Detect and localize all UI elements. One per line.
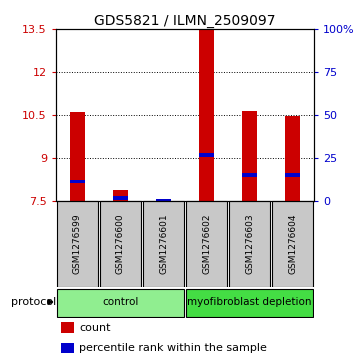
Bar: [242, 173, 257, 176]
Bar: [143, 201, 184, 287]
Text: myofibroblast depletion: myofibroblast depletion: [187, 297, 312, 307]
Bar: [70, 112, 85, 201]
Bar: [113, 190, 128, 201]
Text: GSM1276600: GSM1276600: [116, 214, 125, 274]
Bar: [199, 29, 214, 201]
Bar: [285, 173, 300, 176]
Text: protocol: protocol: [11, 297, 56, 307]
Text: GSM1276604: GSM1276604: [288, 214, 297, 274]
Text: count: count: [79, 323, 111, 333]
Text: GSM1276602: GSM1276602: [202, 214, 211, 274]
Bar: [57, 201, 98, 287]
Bar: [156, 200, 171, 201]
Bar: [156, 199, 171, 203]
Bar: [199, 153, 214, 157]
Title: GDS5821 / ILMN_2509097: GDS5821 / ILMN_2509097: [94, 14, 276, 28]
Text: GSM1276601: GSM1276601: [159, 214, 168, 274]
Bar: [57, 289, 184, 317]
Text: control: control: [102, 297, 139, 307]
Bar: [186, 289, 313, 317]
Bar: [113, 196, 128, 200]
Bar: [61, 322, 74, 333]
Bar: [61, 343, 74, 353]
Bar: [186, 201, 227, 287]
Text: GSM1276603: GSM1276603: [245, 214, 254, 274]
Bar: [272, 201, 313, 287]
Bar: [100, 201, 141, 287]
Bar: [229, 201, 270, 287]
Bar: [70, 180, 85, 183]
Text: GSM1276599: GSM1276599: [73, 214, 82, 274]
Bar: [242, 111, 257, 201]
Text: percentile rank within the sample: percentile rank within the sample: [79, 343, 267, 353]
Bar: [285, 117, 300, 201]
